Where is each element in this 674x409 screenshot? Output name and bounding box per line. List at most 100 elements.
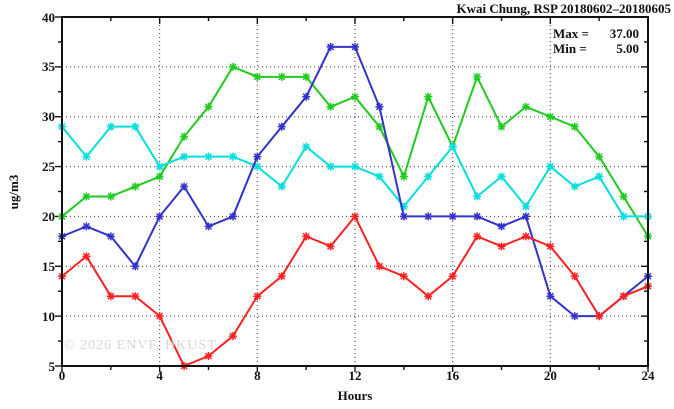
- series-green-marker: [424, 92, 433, 101]
- gridlines: [62, 17, 648, 366]
- series-cyan-marker: [497, 172, 506, 181]
- series-blue-marker: [253, 152, 262, 161]
- series-red-marker: [521, 232, 530, 241]
- y-tick-label: 10: [42, 308, 55, 324]
- max-value: 37.00: [609, 26, 639, 41]
- series-blue-marker: [570, 312, 579, 321]
- x-tick-label: 12: [348, 368, 362, 383]
- series-red-marker: [546, 242, 555, 251]
- series-cyan-marker: [180, 152, 189, 161]
- series-cyan-marker: [326, 162, 335, 171]
- series-red-marker: [473, 232, 482, 241]
- y-tick-label: 40: [42, 9, 55, 25]
- x-tick-label: 20: [543, 368, 557, 383]
- series-blue-marker: [155, 212, 164, 221]
- series-blue-marker: [351, 42, 359, 51]
- series-green-marker: [180, 132, 189, 141]
- axis-ticks: [55, 16, 649, 372]
- series-green-marker: [619, 192, 628, 201]
- series-blue-marker: [131, 262, 140, 271]
- series-cyan-marker: [375, 172, 384, 181]
- y-tick-label: 30: [42, 109, 55, 125]
- series-green-marker: [375, 122, 384, 131]
- series-red-marker: [82, 252, 91, 261]
- series-green-marker: [546, 112, 555, 121]
- series-cyan-marker: [302, 142, 311, 151]
- series-green-marker: [497, 122, 506, 131]
- y-tick-label: 5: [48, 358, 56, 374]
- series-blue-marker: [399, 212, 408, 221]
- min-value: 5.00: [616, 41, 639, 56]
- y-tick-label: 35: [42, 59, 55, 75]
- series-blue-marker: [424, 212, 433, 221]
- x-tick-label: 16: [446, 368, 460, 383]
- chart-title: Kwai Chung, RSP 20180602–20180605: [456, 1, 671, 16]
- x-tick-label: 8: [254, 368, 261, 383]
- x-axis-label: Hours: [337, 388, 373, 403]
- series-blue-marker: [82, 222, 91, 231]
- series-blue-marker: [473, 212, 482, 221]
- series-green-marker: [302, 72, 311, 81]
- series-green-marker: [82, 192, 91, 201]
- series-blue-marker: [302, 92, 311, 101]
- y-tick-label: 15: [42, 258, 55, 274]
- x-tick-label: 0: [58, 368, 66, 383]
- series-green-marker: [399, 172, 408, 181]
- series-red-marker: [595, 312, 604, 321]
- series-green-marker: [106, 192, 115, 201]
- series-cyan-marker: [106, 122, 115, 131]
- x-tick-label: 24: [641, 368, 655, 383]
- series-green-marker: [204, 102, 213, 111]
- y-tick-label: 25: [42, 159, 55, 175]
- series-cyan-marker: [228, 152, 237, 161]
- series-green-marker: [521, 102, 530, 111]
- series-red-marker: [253, 292, 262, 301]
- series-red-marker: [302, 232, 311, 241]
- series-blue-marker: [497, 222, 506, 231]
- series-cyan-marker: [546, 162, 555, 171]
- series-green-marker: [155, 172, 164, 181]
- series-cyan-marker: [277, 182, 286, 191]
- series-blue-marker: [180, 182, 189, 191]
- series-blue-marker: [448, 212, 457, 221]
- series-cyan-marker: [131, 122, 140, 131]
- series-cyan-marker: [595, 172, 604, 181]
- series-cyan-marker: [82, 152, 91, 161]
- series-red-marker: [570, 272, 579, 281]
- series-green-marker: [570, 122, 579, 131]
- series-cyan-marker: [570, 182, 579, 191]
- series-blue-marker: [106, 232, 115, 241]
- series-green-marker: [253, 72, 262, 81]
- min-label: Min =: [553, 41, 587, 56]
- series-cyan-marker: [619, 212, 628, 221]
- series-red-marker: [228, 332, 237, 341]
- series-red-marker: [424, 292, 433, 301]
- series-green-marker: [228, 62, 237, 71]
- x-tick-label: 4: [156, 368, 163, 383]
- series-blue-marker: [375, 102, 384, 111]
- max-label: Max =: [553, 26, 589, 41]
- watermark: © 2026 ENVF, HKUST: [64, 338, 217, 353]
- series-green-marker: [277, 72, 286, 81]
- series-red-marker: [619, 292, 628, 301]
- series-red-marker: [375, 262, 384, 271]
- y-tick-label: 20: [42, 208, 55, 224]
- series-red-marker: [326, 242, 335, 251]
- series-cyan-marker: [521, 202, 530, 211]
- series-green-marker: [473, 72, 482, 81]
- series-red-marker: [497, 242, 506, 251]
- series-blue-marker: [546, 292, 555, 301]
- series-cyan-marker: [204, 152, 213, 161]
- series-blue-marker: [521, 212, 530, 221]
- series-blue-marker: [326, 42, 335, 51]
- series-red-marker: [155, 312, 164, 321]
- series-red-marker: [448, 272, 457, 281]
- series-cyan: [58, 122, 652, 221]
- series-cyan-marker: [424, 172, 433, 181]
- plot-border: [61, 16, 649, 367]
- series-blue-marker: [228, 212, 237, 221]
- series-red-marker: [106, 292, 115, 301]
- series-blue-marker: [277, 122, 286, 131]
